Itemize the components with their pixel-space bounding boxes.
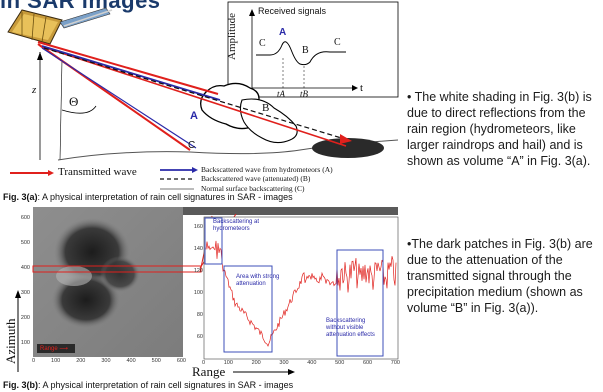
sar-x-tick: 200 [76,358,86,364]
theta-label: Θ [69,94,79,109]
annotation-box-noatten [336,249,384,357]
sar-x-tick: 300 [101,358,111,364]
attenuated-backscatter-ray [43,47,349,141]
sar-x-tick: 0 [32,358,36,364]
satellite-icon [7,7,113,45]
signal-peak-C-right: C [334,37,341,48]
signal-peak-B: B [302,45,309,56]
z-label: z [32,84,37,96]
plot-x-tick: 400 [307,360,317,366]
annotation-box-atten [223,265,273,353]
tA-label: tA [277,89,285,99]
amplitude-label: Amplitude [226,12,238,60]
plot-x-tick: 600 [362,360,373,366]
azimuth-label: Azimuth [3,318,18,365]
attenuation-shadow [312,138,384,158]
fig-3b-caption-text: : A physical interpretation of rain cell… [38,380,294,390]
figure-3b [15,207,399,375]
sar-y-tick: 200 [20,315,30,321]
fig-3a-caption-text: : A physical interpretation of rain cell… [37,192,293,202]
plot-x-tick: 200 [251,360,261,366]
time-axis-label: t [360,82,364,94]
bullet-white-shading: • The white shading in Fig. 3(b) is due … [407,90,592,168]
plot-y-tick: 160 [193,224,203,230]
sar-y-tick: 100 [20,340,30,346]
annotation-noatten: Backscattering without visible attenuati… [326,318,375,338]
slide-title: in SAR images [0,0,161,13]
plot-x-ticks: 0 100 200 300 400 500 600 700 [202,360,400,366]
bullet-dark-patches: •The dark patches in Fig. 3(b) are due t… [407,237,593,315]
figure-3a [7,1,399,190]
hydrometeor-backscatter-ray [41,45,221,101]
plot-x-tick: 100 [223,360,233,366]
sar-x-ticks: 0 100 200 300 400 500 600 [32,358,186,364]
plot-x-tick: 0 [202,360,206,366]
tB-label: tB [300,89,308,99]
range-inset-label: Range ⟶ [40,346,68,352]
sar-y-tick: 400 [20,265,30,271]
plot-x-tick: 300 [279,360,289,366]
plot-y-tick: 80 [196,312,203,318]
plot-x-tick: 700 [390,360,400,366]
range-label: Range [192,364,226,379]
legend-surface: Normal surface backscattering (C) [201,184,305,193]
annotation-atten: Area with strong attenuation [236,274,280,287]
theta-arc [61,105,97,114]
plot-y-tick: 60 [196,334,203,340]
sar-y-tick: 600 [20,215,30,221]
sar-y-tick: 300 [20,290,30,296]
plot-x-tick: 500 [335,360,345,366]
sar-x-tick: 400 [126,358,136,364]
signal-peak-C-left: C [259,38,266,49]
fig-3b-caption-label: Fig. 3(b) [3,380,38,390]
sar-y-ticks: 600 500 400 300 200 100 [16,206,30,356]
transmitted-ray-upper [37,41,219,95]
cell-label-A: A [190,110,198,122]
plot-y-tick: 140 [193,246,203,252]
intensity-plot [203,216,399,360]
ground-label-C: C [188,140,196,151]
fig-3a-caption-label: Fig. 3(a) [3,192,38,202]
plot-y-tick: 100 [193,290,203,296]
sar-x-tick: 500 [151,358,161,364]
sar-y-tick: 500 [20,240,30,246]
legend-atten: Backscattered wave (attenuated) (B) [201,174,311,183]
plot-y-tick: 120 [193,268,203,274]
intensity-profile-line [205,240,397,347]
sar-x-tick: 600 [176,358,186,364]
fig-3a-caption: Fig. 3(a): A physical interpretation of … [3,192,293,202]
signals-title: Received signals [258,6,327,16]
signal-peak-A: A [279,27,287,38]
plot-y-ticks: 160 140 120 100 80 60 [191,216,203,348]
legend-hydro: Backscattered wave from hydrometeors (A) [201,165,333,174]
signals-box [227,1,399,98]
annotation-hydro: Backscattering at hydrometeors [213,219,260,232]
annotation-box-hydro [204,217,223,265]
cell-label-B: B [262,102,270,114]
legend-transmitted: Transmitted wave [58,166,137,178]
fig-3b-caption: Fig. 3(b): A physical interpretation of … [3,380,293,390]
sar-x-tick: 100 [51,358,61,364]
